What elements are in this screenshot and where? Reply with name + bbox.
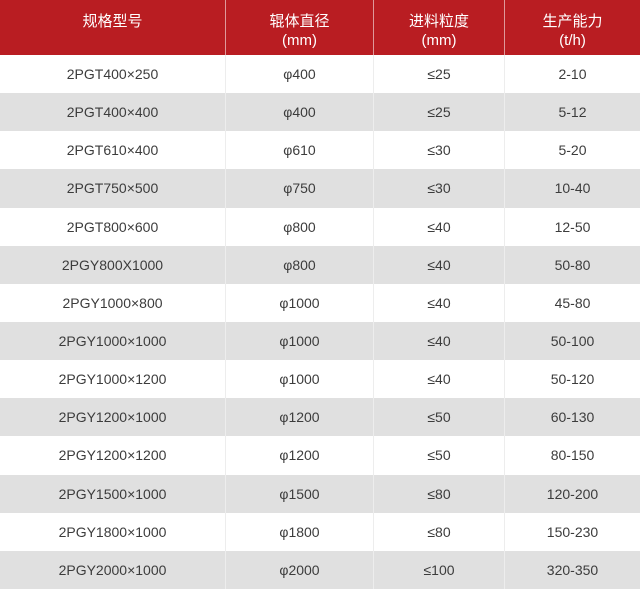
- column-header-model: 规格型号: [0, 0, 226, 55]
- table-row: 2PGY1000×800 φ1000 ≤40 45-80: [0, 283, 640, 322]
- cell-feed-size: ≤40: [374, 245, 505, 284]
- cell-feed-size: ≤40: [374, 283, 505, 322]
- table-row: 2PGY1000×1200 φ1000 ≤40 50-120: [0, 360, 640, 399]
- cell-feed-size: ≤50: [374, 398, 505, 437]
- cell-feed-size: ≤100: [374, 550, 505, 589]
- column-header-capacity-line2: (t/h): [559, 32, 586, 49]
- cell-roller-diameter: φ1500: [226, 474, 374, 513]
- cell-roller-diameter: φ800: [226, 207, 374, 246]
- cell-feed-size: ≤40: [374, 321, 505, 361]
- cell-model: 2PGT610×400: [0, 131, 226, 170]
- cell-capacity: 50-80: [554, 256, 591, 273]
- cell-model: 2PGT750×500: [0, 169, 226, 208]
- column-header-capacity: 生产能力 (t/h): [505, 0, 640, 55]
- cell-capacity: 50-120: [550, 371, 595, 388]
- cell-feed-size: ≤80: [374, 512, 505, 551]
- table-row: 2PGY1200×1000 φ1200 ≤50 60-130: [0, 398, 640, 437]
- table-row: 2PGY1200×1200 φ1200 ≤50 80-150: [0, 436, 640, 475]
- cell-model: 2PGT400×250: [0, 55, 226, 94]
- cell-model: 2PGY1000×1000: [0, 321, 226, 361]
- cell-roller-diameter: φ1200: [226, 436, 374, 475]
- table-row: 2PGY1000×1000 φ1000 ≤40 50-100: [0, 321, 640, 361]
- cell-capacity: 2-10: [558, 66, 587, 83]
- cell-roller-diameter: φ2000: [226, 550, 374, 589]
- table-row: 2PGT750×500 φ750 ≤30 10-40: [0, 169, 640, 208]
- cell-roller-diameter: φ800: [226, 245, 374, 284]
- cell-model: 2PGY1200×1000: [0, 398, 226, 437]
- cell-feed-size: ≤80: [374, 474, 505, 513]
- table-row: 2PGY1500×1000 φ1500 ≤80 120-200: [0, 474, 640, 513]
- column-header-capacity-line1: 生产能力: [542, 13, 603, 30]
- cell-feed-size: ≤30: [374, 169, 505, 208]
- table-row: 2PGY1800×1000 φ1800 ≤80 150-230: [0, 512, 640, 551]
- cell-roller-diameter: φ1000: [226, 283, 374, 322]
- cell-capacity: 10-40: [554, 180, 591, 197]
- column-header-model-line1: 规格型号: [82, 13, 143, 30]
- cell-capacity: 5-20: [558, 142, 587, 159]
- cell-capacity: 320-350: [546, 561, 599, 578]
- cell-capacity: 150-230: [546, 523, 599, 540]
- cell-roller-diameter: φ1200: [226, 398, 374, 437]
- cell-model: 2PGY1000×800: [0, 283, 226, 322]
- table-row: 2PGY2000×1000 φ2000 ≤100 320-350: [0, 550, 640, 589]
- cell-capacity: 45-80: [554, 294, 591, 311]
- cell-capacity: 50-100: [550, 333, 595, 350]
- cell-model: 2PGT800×600: [0, 207, 226, 246]
- table-row: 2PGT400×250 φ400 ≤25 2-10: [0, 55, 640, 94]
- cell-model: 2PGY1000×1200: [0, 360, 226, 399]
- cell-roller-diameter: φ400: [226, 93, 374, 132]
- header-row: 规格型号 辊体直径 (mm) 进料粒度 (mm) 生产能力 (t/h): [0, 0, 640, 55]
- cell-model: 2PGY1800×1000: [0, 512, 226, 551]
- cell-capacity: 5-12: [558, 104, 587, 121]
- cell-feed-size: ≤30: [374, 131, 505, 170]
- cell-model: 2PGY800X1000: [0, 245, 226, 284]
- column-header-feed-size-line2: (mm): [421, 32, 457, 49]
- cell-model: 2PGY1500×1000: [0, 474, 226, 513]
- cell-capacity: 120-200: [546, 485, 599, 502]
- cell-feed-size: ≤25: [374, 93, 505, 132]
- cell-feed-size: ≤40: [374, 360, 505, 399]
- cell-roller-diameter: φ400: [226, 55, 374, 94]
- cell-feed-size: ≤25: [374, 55, 505, 94]
- cell-roller-diameter: φ1000: [226, 360, 374, 399]
- cell-capacity: 60-130: [550, 409, 595, 426]
- cell-roller-diameter: φ610: [226, 131, 374, 170]
- cell-model: 2PGY2000×1000: [0, 550, 226, 589]
- cell-roller-diameter: φ1800: [226, 512, 374, 551]
- cell-feed-size: ≤40: [374, 207, 505, 246]
- cell-model: 2PGY1200×1200: [0, 436, 226, 475]
- cell-feed-size: ≤50: [374, 436, 505, 475]
- table-row: 2PGT800×600 φ800 ≤40 12-50: [0, 207, 640, 246]
- column-header-roller-diameter: 辊体直径 (mm): [226, 0, 374, 55]
- cell-roller-diameter: φ750: [226, 169, 374, 208]
- table-row: 2PGY800X1000 φ800 ≤40 50-80: [0, 245, 640, 284]
- cell-capacity: 80-150: [550, 447, 595, 464]
- column-header-feed-size: 进料粒度 (mm): [374, 0, 505, 55]
- cell-capacity: 12-50: [554, 218, 591, 235]
- column-header-feed-size-line1: 进料粒度: [408, 13, 469, 30]
- column-header-roller-diameter-line1: 辊体直径: [269, 13, 330, 30]
- table-row: 2PGT400×400 φ400 ≤25 5-12: [0, 93, 640, 132]
- column-header-roller-diameter-line2: (mm): [282, 32, 317, 49]
- cell-roller-diameter: φ1000: [226, 321, 374, 361]
- cell-model: 2PGT400×400: [0, 93, 226, 132]
- table-row: 2PGT610×400 φ610 ≤30 5-20: [0, 131, 640, 170]
